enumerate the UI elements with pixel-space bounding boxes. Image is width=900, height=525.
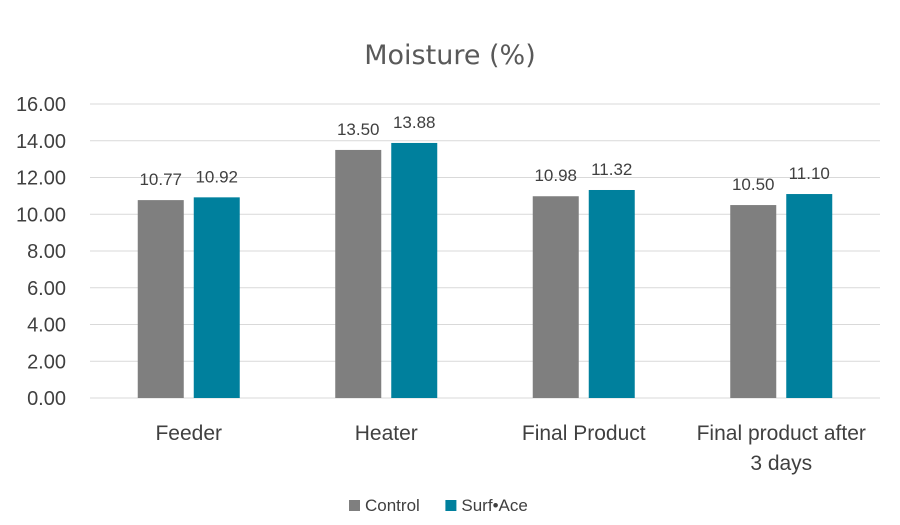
x-tick-label-line: Feeder — [155, 422, 222, 445]
bar-surf-ace-2 — [588, 189, 635, 398]
x-tick-label: Final product after 3 days — [697, 422, 866, 475]
data-label: 10.77 — [139, 170, 182, 189]
data-label: 10.50 — [732, 175, 775, 194]
x-axis-ticks: Feeder Heater Final Product Final product a… — [155, 422, 865, 475]
data-label: 10.92 — [195, 167, 238, 186]
bar-surf-ace-3 — [786, 194, 833, 398]
y-tick-label: 6.00 — [27, 278, 66, 300]
legend-swatch — [445, 500, 457, 511]
x-tick-label-line: 3 days — [750, 452, 812, 475]
y-tick-label: 4.00 — [27, 315, 66, 337]
y-tick-label: 8.00 — [27, 241, 66, 263]
legend: Control Surf•Ace — [349, 496, 528, 515]
y-tick-label: 16.00 — [16, 94, 66, 116]
y-axis-ticks: 0.00 2.00 4.00 6.00 8.00 10.00 12.00 14.00 16.00 — [16, 94, 66, 410]
x-tick-label: Feeder — [155, 422, 222, 445]
y-tick-label: 12.00 — [16, 168, 66, 190]
bar-surf-ace-1 — [391, 142, 438, 398]
bar-control-2 — [532, 196, 579, 398]
y-tick-label: 0.00 — [27, 388, 66, 410]
x-tick-label: Heater — [355, 422, 418, 445]
x-tick-label-line: Heater — [355, 422, 418, 445]
data-label: 10.98 — [534, 166, 577, 185]
bar-surf-ace-0 — [193, 197, 240, 398]
y-tick-label: 2.00 — [27, 351, 66, 373]
chart-title: Moisture (%) — [364, 40, 536, 71]
data-label: 11.32 — [591, 160, 632, 179]
y-tick-label: 14.00 — [16, 131, 66, 153]
legend-label: Surf•Ace — [461, 496, 527, 515]
x-tick-label-line: Final product after — [697, 422, 866, 445]
legend-swatch — [349, 500, 360, 511]
data-label: 13.50 — [337, 120, 380, 139]
data-label: 11.10 — [789, 164, 830, 183]
bar-control-0 — [137, 200, 184, 398]
bar-control-3 — [730, 205, 777, 398]
data-labels: 10.77 10.92 13.50 13.88 10.98 11.32 10.50 11.10 — [139, 113, 829, 194]
x-tick-label-line: Final Product — [522, 422, 646, 445]
x-tick-label: Final Product — [522, 422, 646, 445]
bar-control-1 — [335, 149, 382, 398]
bars — [137, 142, 833, 398]
data-label: 13.88 — [393, 113, 436, 132]
legend-label: Control — [365, 496, 420, 515]
y-tick-label: 10.00 — [16, 204, 66, 226]
